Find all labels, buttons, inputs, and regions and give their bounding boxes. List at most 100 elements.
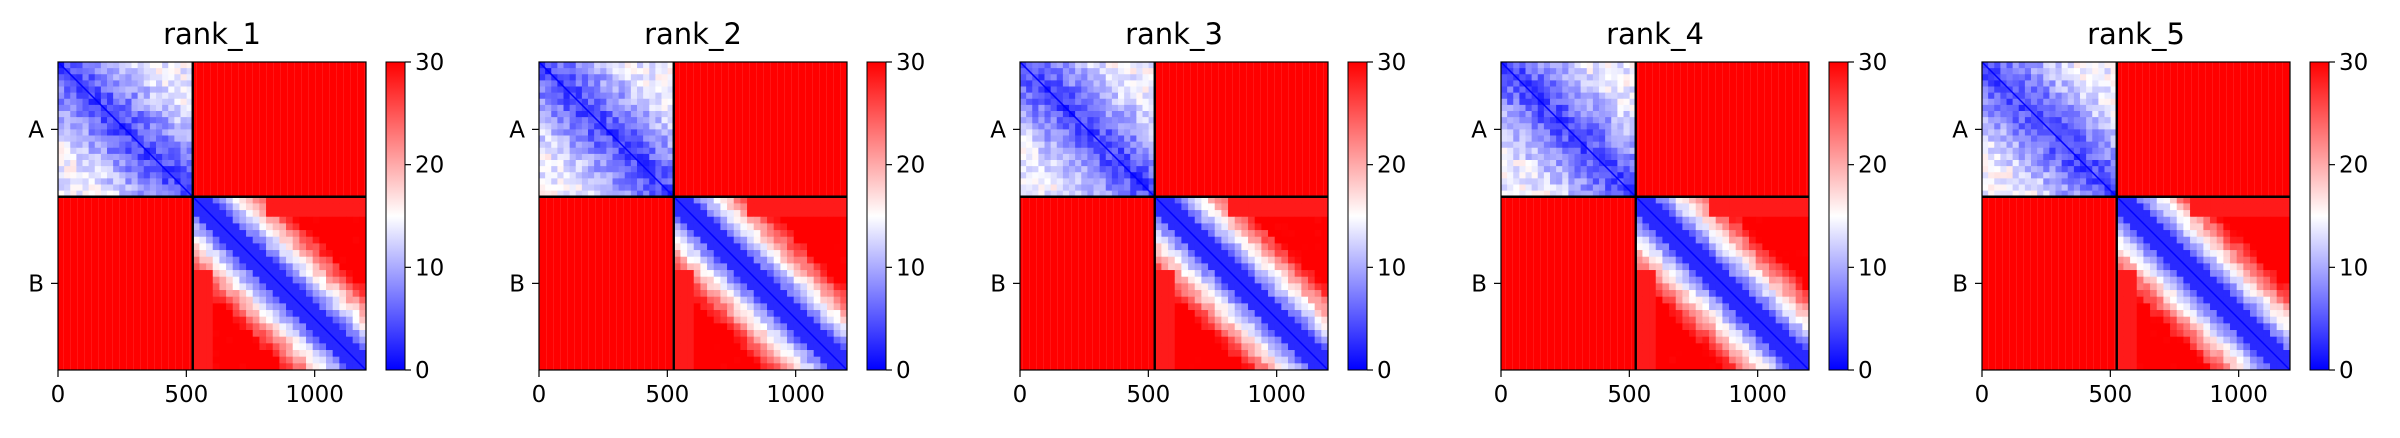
heatmap-cell xyxy=(1742,236,1750,244)
heatmap-cell xyxy=(1649,336,1657,344)
heatmap-cell xyxy=(649,98,656,106)
heatmap-cell xyxy=(1201,236,1209,244)
heatmap-cell xyxy=(1228,203,1236,211)
heatmap-cell xyxy=(575,172,583,179)
heatmap-cell xyxy=(162,141,169,149)
heatmap-cell xyxy=(1562,74,1569,81)
heatmap-cell xyxy=(700,216,708,224)
heatmap-cell xyxy=(1775,356,1783,364)
heatmap-cell xyxy=(226,236,234,244)
heatmap-cell xyxy=(581,190,589,198)
heatmap-cell xyxy=(1507,74,1514,81)
heatmap-cell xyxy=(1301,236,1309,244)
heatmap-cell xyxy=(1802,256,1810,264)
heatmap-cell xyxy=(299,223,307,231)
heatmap-cell xyxy=(2073,98,2081,106)
heatmap-cell xyxy=(840,323,848,331)
heatmap-cell xyxy=(332,283,340,291)
heatmap-cell xyxy=(780,323,788,331)
heatmap-cell xyxy=(1682,330,1690,338)
heatmap-cell xyxy=(673,363,681,371)
heatmap-cell xyxy=(1314,316,1322,324)
heatmap-cell xyxy=(246,296,254,304)
heatmap-cell xyxy=(1501,172,1508,179)
heatmap-cell xyxy=(2024,98,2032,106)
heatmap-cell xyxy=(279,316,287,324)
heatmap-cell xyxy=(773,316,781,324)
heatmap-cell xyxy=(319,316,327,324)
heatmap-cell xyxy=(1062,135,1070,143)
heatmap-cell xyxy=(1161,363,1169,371)
heatmap-cell xyxy=(820,356,828,364)
heatmap-cell xyxy=(1782,210,1790,218)
heatmap-cell xyxy=(827,230,835,238)
heatmap-cell xyxy=(1742,196,1750,204)
heatmap-cell xyxy=(840,263,848,271)
heatmap-cell xyxy=(346,243,354,251)
heatmap-cell xyxy=(624,141,632,149)
heatmap-cell xyxy=(272,263,280,271)
heatmap-cell xyxy=(76,172,83,179)
heatmap-cell xyxy=(667,178,675,185)
heatmap-cell xyxy=(1168,296,1176,304)
heatmap-cell xyxy=(306,296,314,304)
heatmap-cell xyxy=(326,303,334,311)
heatmap-cell xyxy=(539,166,546,173)
heatmap-cell xyxy=(1174,336,1182,344)
heatmap-cell xyxy=(827,310,835,318)
heatmap-cell xyxy=(1020,184,1027,192)
heatmap-cell xyxy=(192,276,200,284)
heatmap-cell xyxy=(773,250,781,258)
heatmap-cell xyxy=(1321,256,1329,264)
heatmap-cell xyxy=(1056,135,1064,143)
heatmap-cell xyxy=(2104,86,2112,94)
heatmap-cell xyxy=(2006,98,2014,106)
heatmap-cell xyxy=(1556,104,1563,112)
heatmap-cell xyxy=(720,263,728,271)
heatmap-cell xyxy=(1519,172,1526,179)
heatmap-cell xyxy=(1221,283,1229,291)
heatmap-cell xyxy=(1749,256,1757,264)
heatmap-cell xyxy=(306,290,314,298)
heatmap-cell xyxy=(1020,135,1027,143)
heatmap-cell xyxy=(539,190,546,198)
heatmap-cell xyxy=(1669,303,1677,311)
heatmap-cell xyxy=(2006,92,2014,100)
heatmap-cell xyxy=(266,196,274,204)
heatmap-cell xyxy=(1574,129,1582,136)
heatmap-cell xyxy=(563,129,571,136)
heatmap-cell xyxy=(1254,356,1262,364)
heatmap-cell xyxy=(1032,86,1039,94)
heatmap-cell xyxy=(1201,290,1209,298)
heatmap-cell xyxy=(2110,80,2118,87)
heatmap-cell xyxy=(807,270,815,278)
heatmap-cell xyxy=(1501,141,1508,149)
heatmap-cell xyxy=(156,141,163,149)
heatmap-cell xyxy=(827,256,835,264)
heatmap-cell xyxy=(1695,263,1703,271)
heatmap-cell xyxy=(1982,92,1989,100)
heatmap-cell xyxy=(1715,336,1723,344)
heatmap-cell xyxy=(1537,141,1545,149)
heatmap-cell xyxy=(1181,316,1189,324)
heatmap-cell xyxy=(1044,104,1052,112)
heatmap-cell xyxy=(820,303,828,311)
heatmap-cell xyxy=(312,283,320,291)
heatmap-cell xyxy=(545,135,552,143)
heatmap-cell xyxy=(346,330,354,338)
heatmap-cell xyxy=(655,104,662,112)
x-tick-label: 1000 xyxy=(1728,382,1787,408)
heatmap-cell xyxy=(1709,230,1717,238)
heatmap-cell xyxy=(1649,256,1657,264)
heatmap-cell xyxy=(1722,296,1730,304)
heatmap-cell xyxy=(693,203,701,211)
heatmap-cell xyxy=(1314,350,1322,358)
heatmap-cell xyxy=(1111,74,1119,81)
heatmap-cell xyxy=(1982,104,1989,112)
heatmap-cell xyxy=(1314,323,1322,331)
heatmap-cell xyxy=(1775,203,1783,211)
heatmap-cell xyxy=(88,153,96,161)
heatmap-cell xyxy=(1795,243,1803,251)
heatmap-cell xyxy=(1586,111,1594,118)
heatmap-cell xyxy=(1020,74,1027,81)
